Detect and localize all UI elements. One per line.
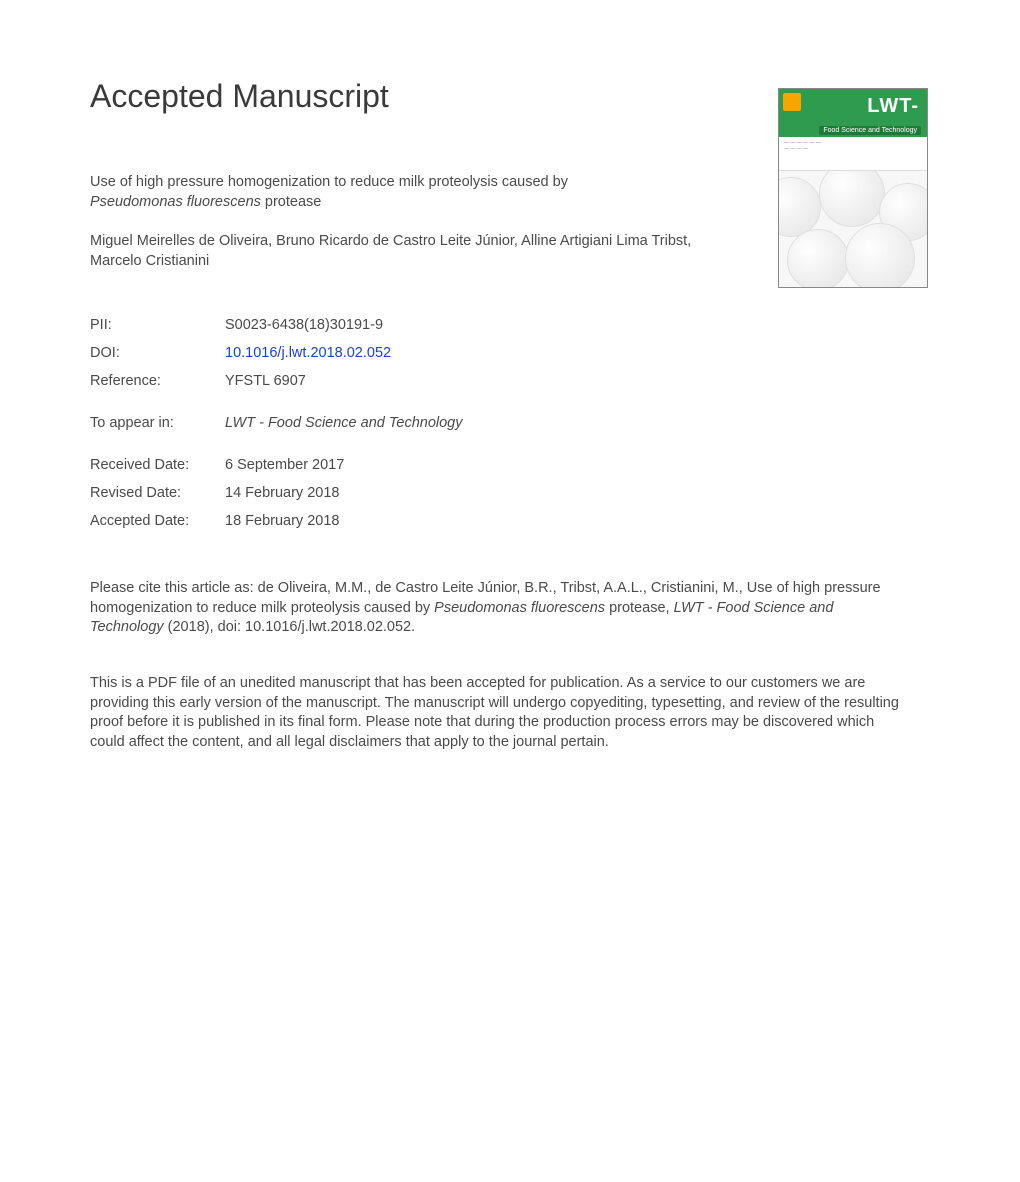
table-row: PII: S0023-6438(18)30191-9 [90,311,463,339]
table-row: DOI: 10.1016/j.lwt.2018.02.052 [90,339,463,367]
revised-label: Revised Date: [90,479,225,507]
citation-block: Please cite this article as: de Oliveira… [90,579,910,638]
accepted-value: 18 February 2018 [225,507,463,535]
received-value: 6 September 2017 [225,451,463,479]
table-row: Reference: YFSTL 6907 [90,367,463,395]
authors-list: Miguel Meirelles de Oliveira, Bruno Rica… [90,232,730,271]
cover-artwork [779,171,927,287]
appear-value: LWT - Food Science and Technology [225,409,463,437]
disclaimer-text: This is a PDF file of an unedited manusc… [90,674,910,752]
table-row: Accepted Date: 18 February 2018 [90,507,463,535]
received-label: Received Date: [90,451,225,479]
table-row: Received Date: 6 September 2017 [90,451,463,479]
reference-value: YFSTL 6907 [225,367,463,395]
title-line1: Use of high pressure homogenization to r… [90,174,568,190]
cover-meta-strip: ― ― ― ― ― ―― ― ― ― [779,137,927,171]
cover-journal-abbrev: LWT- [867,95,919,118]
metadata-table: PII: S0023-6438(18)30191-9 DOI: 10.1016/… [90,311,463,535]
pii-label: PII: [90,311,225,339]
cover-header: LWT- Food Science and Technology [779,89,927,137]
reference-label: Reference: [90,367,225,395]
pii-value: S0023-6438(18)30191-9 [225,311,463,339]
title-line2-tail: protease [261,194,321,210]
citation-species-italic: Pseudomonas fluorescens [434,600,605,616]
elsevier-logo-icon [783,93,801,111]
journal-cover-thumbnail: LWT- Food Science and Technology ― ― ― ―… [778,88,928,288]
doi-link[interactable]: 10.1016/j.lwt.2018.02.052 [225,345,391,361]
citation-suffix: (2018), doi: 10.1016/j.lwt.2018.02.052. [164,619,416,635]
doi-label: DOI: [90,339,225,367]
title-species-italic: Pseudomonas fluorescens [90,194,261,210]
revised-value: 14 February 2018 [225,479,463,507]
cover-journal-subtitle: Food Science and Technology [819,126,921,135]
table-row: Revised Date: 14 February 2018 [90,479,463,507]
citation-mid: protease, [605,600,674,616]
accepted-label: Accepted Date: [90,507,225,535]
article-title: Use of high pressure homogenization to r… [90,173,690,212]
table-row: To appear in: LWT - Food Science and Tec… [90,409,463,437]
appear-label: To appear in: [90,409,225,437]
